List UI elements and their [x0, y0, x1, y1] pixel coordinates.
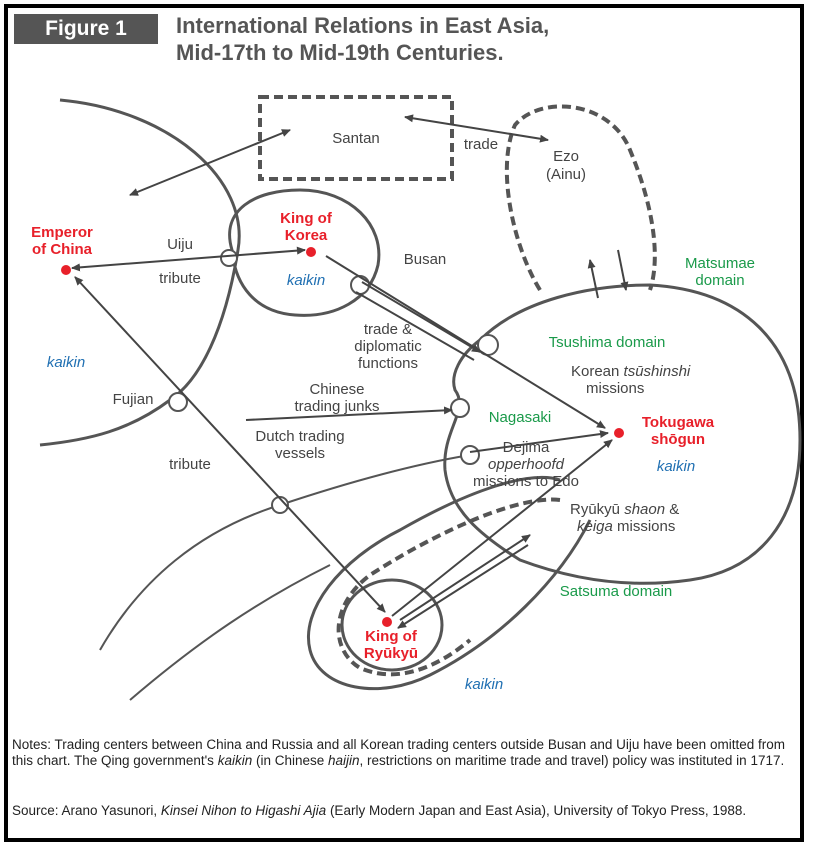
- source-part2: (Early Modern Japan and East Asia), Univ…: [326, 803, 747, 818]
- source-text: Source: Arano Yasunori, Kinsei Nihon to …: [12, 803, 802, 819]
- notes-haijin: haijin: [328, 753, 360, 768]
- japan-boundary: [443, 283, 802, 585]
- king-ryukyu-label-1: King of: [365, 628, 418, 645]
- chinese-junks-arrow: [245, 406, 453, 421]
- kaikin-japan-label: kaikin: [657, 458, 695, 475]
- dutch-route-curve: [99, 454, 471, 651]
- king-korea-label-1: King of: [280, 210, 333, 227]
- ryukyu-circle: [340, 578, 444, 672]
- busan-tsushima-arrow-a: [361, 281, 481, 353]
- tokugawa-label-1: Tokugawa: [642, 414, 715, 431]
- santan-china-arrow: [129, 129, 291, 196]
- ryukyu-missions-suffix: missions: [613, 518, 676, 535]
- kaikin-korea-label: kaikin: [287, 272, 325, 289]
- matsumae-label-2: domain: [695, 272, 744, 289]
- uiju-node: [220, 249, 238, 267]
- dejima-label-1: Dejima: [503, 439, 550, 456]
- dutch-label-1: Dutch trading: [255, 428, 344, 445]
- ezo-region: [504, 104, 657, 292]
- notes-part1: Notes: Trading centers between China and…: [12, 737, 785, 768]
- dejima-label-2: opperhoofd: [488, 456, 565, 473]
- dutch-tokugawa-arrow: [469, 430, 609, 453]
- ryukyu-missions-shaon: shaon: [624, 501, 665, 518]
- korea-china-tribute-arrow: [71, 246, 306, 272]
- korean-missions-prefix: Korean: [571, 363, 624, 380]
- ryukyu-satsuma-arrow-a: [399, 534, 531, 621]
- fujian-label: Fujian: [113, 391, 154, 408]
- korea-boundary: [228, 188, 381, 317]
- notes-part2: (in Chinese: [252, 753, 328, 768]
- trade-dipl-label-2: diplomatic: [354, 338, 422, 355]
- ezo-label: Ezo: [553, 148, 579, 165]
- uiju-label: Uiju: [167, 236, 193, 253]
- ryukyu-tokugawa-arrow: [391, 439, 613, 617]
- satsuma-boundary: [307, 476, 592, 691]
- kaikin-ryukyu-label: kaikin: [465, 676, 503, 693]
- kaikin-china-label: kaikin: [47, 354, 85, 371]
- ryukyu-missions-label-1: Ryūkyū shaon &: [570, 501, 679, 518]
- lower-sea-curve: [129, 564, 331, 701]
- nagasaki-node: [450, 398, 470, 418]
- trade-dipl-label-3: functions: [358, 355, 418, 372]
- emperor-china-label-2: of China: [32, 241, 93, 258]
- satsuma-label: Satsuma domain: [560, 583, 673, 600]
- notes-part3: , restrictions on maritime trade and tra…: [359, 753, 785, 768]
- source-book-title: Kinsei Nihon to Higashi Ajia: [160, 803, 327, 818]
- chinese-junks-label-2: trading junks: [294, 398, 379, 415]
- dejima-label-3: missions to Edo: [473, 473, 579, 490]
- ryukyu-missions-keiga: keiga: [577, 518, 613, 535]
- tribute-korea-label: tribute: [159, 270, 201, 287]
- ryukyu-region: [336, 497, 561, 677]
- source-part1: Source: Arano Yasunori,: [12, 803, 161, 818]
- ryukyu-satsuma-arrow-b: [397, 544, 529, 629]
- santan-ezo-arrow: [404, 114, 549, 143]
- ryukyu-missions-label-2: keiga missions: [577, 518, 675, 535]
- nagasaki-label: Nagasaki: [489, 409, 552, 426]
- korea-tokugawa-arrow: [325, 255, 606, 429]
- ainu-label: (Ainu): [546, 166, 586, 183]
- emperor-china-label-1: Emperor: [31, 224, 93, 241]
- chinese-junks-label-1: Chinese: [309, 381, 364, 398]
- figure-title: International Relations in East Asia, Mi…: [176, 12, 549, 66]
- matsumae-arrow-up: [587, 259, 599, 299]
- matsumae-label-1: Matsumae: [685, 255, 755, 272]
- trade-dipl-label-1: trade &: [364, 321, 412, 338]
- figure-badge: Figure 1: [14, 14, 158, 44]
- dejima-node: [460, 445, 480, 465]
- notes-text: Notes: Trading centers between China and…: [12, 737, 802, 769]
- figure-title-line1: International Relations in East Asia,: [176, 13, 550, 38]
- king-korea-label-2: Korea: [285, 227, 328, 244]
- busan-label: Busan: [404, 251, 447, 268]
- korean-missions-label-2: missions: [586, 380, 644, 397]
- santan-label: Santan: [332, 130, 380, 147]
- matsumae-arrow-down: [617, 249, 629, 291]
- king-korea-dot: [306, 247, 316, 257]
- figure-title-line2: Mid-17th to Mid-19th Centuries.: [176, 40, 504, 65]
- tokugawa-dot: [614, 428, 624, 438]
- king-ryukyu-dot: [382, 617, 392, 627]
- korean-missions-label-1: Korean tsūshinshi: [571, 363, 691, 380]
- dutch-label-2: vessels: [275, 445, 325, 462]
- ryukyu-missions-prefix: Ryūkyū: [570, 501, 624, 518]
- tribute-ryukyu-label: tribute: [169, 456, 211, 473]
- ryukyu-missions-amp: &: [665, 501, 679, 518]
- busan-tsushima-arrow-b: [355, 291, 475, 361]
- notes-kaikin: kaikin: [217, 753, 253, 768]
- king-ryukyu-label-2: Ryūkyū: [364, 645, 418, 662]
- tsushima-label: Tsushima domain: [549, 334, 666, 351]
- ryukyu-china-tribute-arrow: [74, 276, 386, 613]
- tokugawa-label-2: shōgun: [651, 431, 705, 448]
- emperor-china-dot: [61, 265, 71, 275]
- trade-label: trade: [464, 136, 498, 153]
- korean-missions-term: tsūshinshi: [624, 363, 691, 380]
